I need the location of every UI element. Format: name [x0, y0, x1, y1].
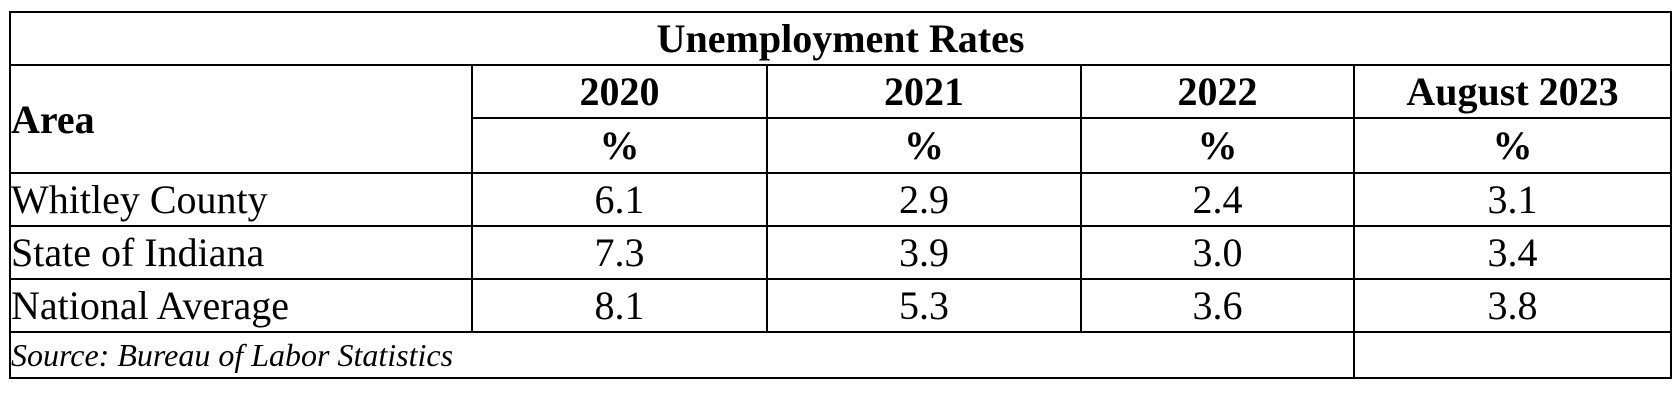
- table-cell: 2.4: [1080, 172, 1355, 227]
- unit-header-august-2023: %: [1352, 117, 1673, 174]
- table-cell: 7.3: [471, 225, 768, 280]
- source-note: Source: Bureau of Labor Statistics: [9, 331, 1355, 379]
- empty-cell: [1352, 331, 1673, 379]
- unit-header-2020: %: [471, 117, 768, 174]
- year-header-august-2023: August 2023: [1352, 64, 1673, 119]
- area-column-header: Area: [9, 64, 473, 174]
- table-cell: 5.3: [766, 278, 1082, 333]
- table-cell: 2.9: [766, 172, 1082, 227]
- table-title: Unemployment Rates: [8, 11, 1673, 66]
- row-label-state-of-indiana: State of Indiana: [9, 225, 473, 280]
- unit-header-2022: %: [1080, 117, 1355, 174]
- table-cell: 3.8: [1352, 278, 1673, 333]
- table-cell: 3.0: [1080, 225, 1355, 280]
- year-header-2022: 2022: [1080, 64, 1355, 119]
- table-cell: 3.9: [766, 225, 1082, 280]
- table-cell: 6.1: [471, 172, 768, 227]
- table-row: State of Indiana 7.3 3.9 3.0 3.4: [9, 225, 1673, 280]
- row-label-whitley-county: Whitley County: [9, 172, 473, 227]
- table-cell: 3.6: [1080, 278, 1355, 333]
- unit-header-2021: %: [766, 117, 1082, 174]
- table-cell: 3.4: [1352, 225, 1673, 280]
- year-header-2020: 2020: [471, 64, 768, 119]
- table-row: National Average 8.1 5.3 3.6 3.8: [9, 278, 1673, 333]
- row-label-national-average: National Average: [9, 278, 473, 333]
- unemployment-rates-table: Unemployment Rates Area 2020 2021 2022 A…: [8, 11, 1673, 379]
- table-row: Whitley County 6.1 2.9 2.4 3.1: [9, 172, 1673, 227]
- year-header-2021: 2021: [766, 64, 1082, 119]
- table-cell: 8.1: [471, 278, 768, 333]
- table-cell: 3.1: [1352, 172, 1673, 227]
